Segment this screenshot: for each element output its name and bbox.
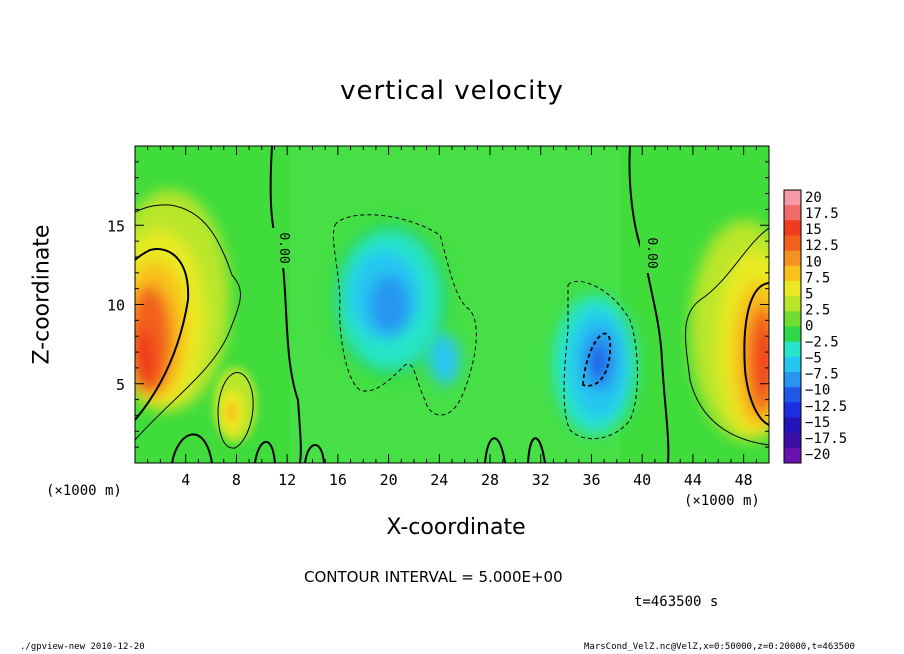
colorbar-label: −7.5 (805, 367, 839, 383)
colorbar-swatch (784, 205, 801, 221)
colorbar-swatch (784, 311, 801, 327)
colorbar-label: −15 (805, 415, 830, 431)
x-tick-label: 48 (735, 471, 753, 489)
colorbar-swatch (784, 250, 801, 267)
colorbar-label: −12.5 (805, 399, 847, 415)
x-axis-label-text: X-coordinate (386, 515, 526, 540)
colorbar-swatch (784, 402, 801, 418)
colorbar-swatch (784, 356, 801, 373)
colorbar-swatch (784, 372, 801, 388)
colorbar-frame (783, 189, 802, 464)
colorbar-label: 10 (805, 254, 822, 270)
contour-label-right: 0.00 (644, 237, 659, 268)
updraft-right (690, 220, 769, 440)
x-axis-label: X-coordinate (0, 515, 904, 540)
chart-title: vertical velocity (340, 76, 564, 106)
colorbar-swatch (784, 296, 801, 312)
x-unit-right: (×1000 m) (684, 493, 760, 509)
colorbar-swatch (784, 265, 801, 282)
contour-lines (135, 146, 769, 463)
y-tick-label: 15 (107, 217, 125, 235)
x-tick-label: 44 (684, 471, 702, 489)
x-tick-label: 28 (481, 471, 499, 489)
x-unit-left: (×1000 m) (46, 483, 122, 499)
y-axis-label: Z-coordinate (29, 224, 55, 365)
x-tick-label: 36 (582, 471, 600, 489)
downdraft-center (330, 220, 460, 385)
colorbar-label: 20 (805, 190, 822, 206)
y-tick-label: 5 (116, 376, 125, 394)
x-tick-label: 24 (430, 471, 448, 489)
colorbar-label: −5 (805, 351, 822, 367)
contour-label-left: 0.00 (276, 232, 291, 263)
colorbar-swatch (784, 447, 801, 464)
colorbar-swatch (784, 432, 801, 449)
colorbar-label: −17.5 (805, 431, 847, 447)
updraft-left (135, 190, 230, 410)
colorbar-swatch (784, 235, 801, 252)
colorbar-label: 17.5 (805, 206, 839, 222)
x-tick-label: 4 (181, 471, 190, 489)
colorbar: 2017.51512.5107.552.50−2.5−5−7.5−10−12.5… (783, 189, 847, 464)
colorbar-swatch (784, 341, 801, 358)
y-axis: 5 10 15 (107, 161, 769, 448)
colorbar-label: −10 (805, 383, 830, 399)
x-axis: 4 8 12 16 20 24 28 32 36 40 44 48 (147, 146, 757, 489)
x-tick-label: 8 (232, 471, 241, 489)
time-stamp: t=463500 s (634, 594, 719, 610)
contour-interval: CONTOUR INTERVAL = 5.000E+00 (304, 568, 563, 586)
footer-left: ./gpview-new 2010-12-20 (20, 642, 145, 652)
colorbar-label: 2.5 (805, 302, 830, 318)
y-tick-label: 10 (107, 297, 125, 315)
x-tick-label: 16 (329, 471, 347, 489)
colorbar-swatch (784, 190, 801, 206)
x-tick-label: 20 (380, 471, 398, 489)
x-tick-label: 40 (633, 471, 651, 489)
footer-right: MarsCond_VelZ.nc@VelZ,x=0:50000,z=0:2000… (584, 642, 855, 652)
colorbar-label: 15 (805, 222, 822, 238)
colorbar-swatch (784, 281, 801, 297)
x-tick-label: 12 (278, 471, 296, 489)
heatmap-field: 0.00 0.00 (135, 146, 769, 463)
colorbar-swatch (784, 220, 801, 236)
colorbar-swatch (784, 417, 801, 434)
colorbar-swatch (784, 326, 801, 343)
colorbar-label: 0 (805, 319, 813, 335)
updraft-small (213, 367, 257, 443)
x-tick-label: 32 (532, 471, 550, 489)
colorbar-swatch (784, 387, 801, 403)
colorbar-label: −20 (805, 447, 830, 463)
colorbar-label: 5 (805, 286, 813, 302)
colorbar-label: 7.5 (805, 270, 830, 286)
colorbar-label: −2.5 (805, 335, 839, 351)
downdraft-right (553, 295, 637, 435)
colorbar-label: 12.5 (805, 238, 839, 254)
